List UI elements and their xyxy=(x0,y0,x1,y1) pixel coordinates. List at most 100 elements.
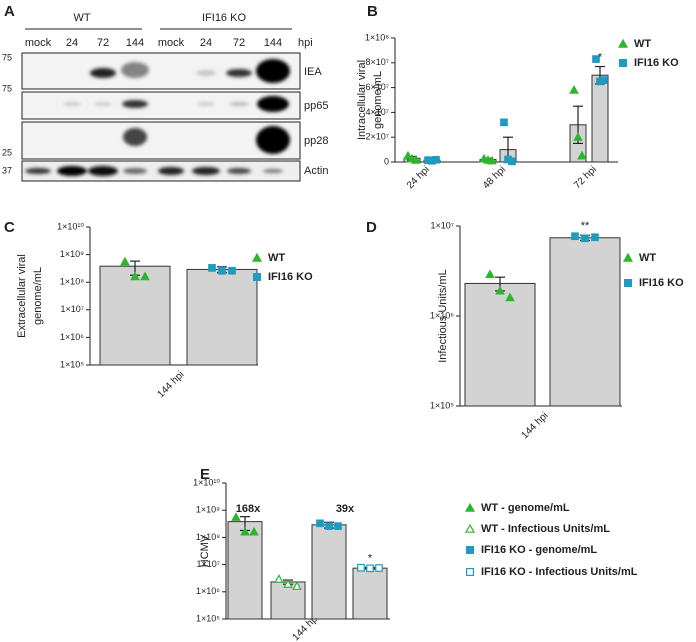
annotation: 39x xyxy=(336,503,355,515)
legend-label: WT xyxy=(639,252,656,264)
panel-label: E xyxy=(200,466,210,483)
y-tick-label: 1×10⁷ xyxy=(196,559,220,569)
y-tick-label: 2×10⁷ xyxy=(365,132,389,142)
y-tick-label: 1×10⁹ xyxy=(60,249,84,259)
legend-label: IFI16 KO xyxy=(634,57,679,69)
y-tick-label: 0 xyxy=(384,156,389,166)
row-label: Actin xyxy=(304,165,328,177)
marker xyxy=(495,285,505,295)
blot-strip xyxy=(21,121,301,160)
y-tick-label: 1×10¹⁰ xyxy=(57,221,84,231)
x-tick-label: 48 hpi xyxy=(481,164,508,191)
y-tick-label: 1×10⁸ xyxy=(365,32,389,42)
panel-label: C xyxy=(4,219,15,236)
y-axis-label: Intracellular viral xyxy=(356,60,368,140)
marker xyxy=(600,76,608,84)
marker xyxy=(403,150,413,160)
mw-marker: 75 xyxy=(2,83,12,93)
y-tick-label: 4×10⁷ xyxy=(365,107,389,117)
significance: * xyxy=(368,552,373,564)
row-label: pp65 xyxy=(304,100,328,112)
y-tick-label: 1×10⁵ xyxy=(430,400,454,410)
lane-label: 24 xyxy=(66,37,78,49)
marker xyxy=(571,232,579,241)
marker xyxy=(375,564,383,572)
legend-marker xyxy=(464,502,476,512)
panel-label: B xyxy=(367,3,378,20)
lane-label: 144 xyxy=(264,37,282,49)
row-label: IEA xyxy=(304,66,322,78)
y-axis-label: genome/mL xyxy=(32,267,44,325)
y-axis-label: Infectious Units/mL xyxy=(437,269,449,363)
legend-label: IFI16 KO - genome/mL xyxy=(481,544,597,556)
legend-marker xyxy=(618,58,627,67)
lane-unit: hpi xyxy=(298,37,313,49)
bar xyxy=(464,282,536,407)
legend-marker xyxy=(464,523,476,533)
y-tick-label: 1×10⁹ xyxy=(196,505,220,515)
blot: A WT IFI16 KO mock 24 72 144 mock 24 72 … xyxy=(2,3,328,182)
marker xyxy=(569,85,579,94)
marker xyxy=(500,118,508,127)
marker xyxy=(591,233,599,242)
marker xyxy=(249,526,259,536)
y-tick-label: 1×10⁵ xyxy=(60,359,84,369)
lane-label: mock xyxy=(25,37,52,49)
y-tick-label: 1×10⁶ xyxy=(430,310,454,320)
mw-marker: 75 xyxy=(2,52,12,62)
lane-label: 72 xyxy=(97,37,109,49)
marker xyxy=(228,266,236,275)
bar xyxy=(549,237,621,407)
x-tick-label: 144 hpi xyxy=(520,410,551,441)
marker xyxy=(231,512,241,521)
bar xyxy=(591,74,609,163)
marker xyxy=(240,526,250,536)
marker xyxy=(316,519,324,528)
lane-label: 144 xyxy=(126,37,144,49)
marker xyxy=(130,271,140,281)
marker xyxy=(432,155,440,164)
panel-label: D xyxy=(366,219,377,236)
marker xyxy=(120,256,130,266)
marker xyxy=(573,132,583,141)
legend-marker xyxy=(623,279,632,288)
marker xyxy=(366,564,374,573)
bar xyxy=(311,524,347,620)
blot-strip xyxy=(21,52,301,90)
legend-label: IFI16 KO xyxy=(639,277,684,289)
y-tick-label: 8×10⁷ xyxy=(365,57,389,67)
lane-label: mock xyxy=(158,37,185,49)
legend-marker xyxy=(466,545,475,554)
group-label: WT xyxy=(73,12,90,24)
marker xyxy=(218,266,226,275)
legend-marker xyxy=(466,567,475,576)
bar xyxy=(186,268,258,366)
bar xyxy=(352,567,388,620)
panel-label: A xyxy=(4,3,15,20)
marker xyxy=(577,150,587,160)
legend-marker xyxy=(253,273,262,282)
y-tick-label: 1×10⁶ xyxy=(196,586,220,596)
y-tick-label: 6×10⁷ xyxy=(365,82,389,92)
legend-label: IFI16 KO - Infectious Units/mL xyxy=(481,566,638,578)
lane-label: 24 xyxy=(200,37,212,49)
y-tick-label: 1×10¹⁰ xyxy=(193,477,220,487)
marker xyxy=(334,522,342,530)
significance: ** xyxy=(581,220,590,232)
legend-label: IFI16 KO xyxy=(268,271,313,283)
lane-label: 72 xyxy=(233,37,245,49)
y-tick-label: 1×10⁶ xyxy=(60,332,84,342)
marker xyxy=(292,581,302,590)
legend-label: WT - genome/mL xyxy=(481,502,570,514)
marker xyxy=(508,157,516,166)
y-tick-label: 1×10⁸ xyxy=(196,532,220,542)
y-tick-label: 1×10⁵ xyxy=(196,613,220,623)
marker xyxy=(274,574,284,583)
annotation: 168x xyxy=(236,503,261,515)
marker xyxy=(140,271,150,281)
marker xyxy=(487,155,497,165)
marker xyxy=(208,264,216,272)
legend-label: WT xyxy=(634,38,651,50)
y-tick-label: 1×10⁷ xyxy=(430,220,454,230)
